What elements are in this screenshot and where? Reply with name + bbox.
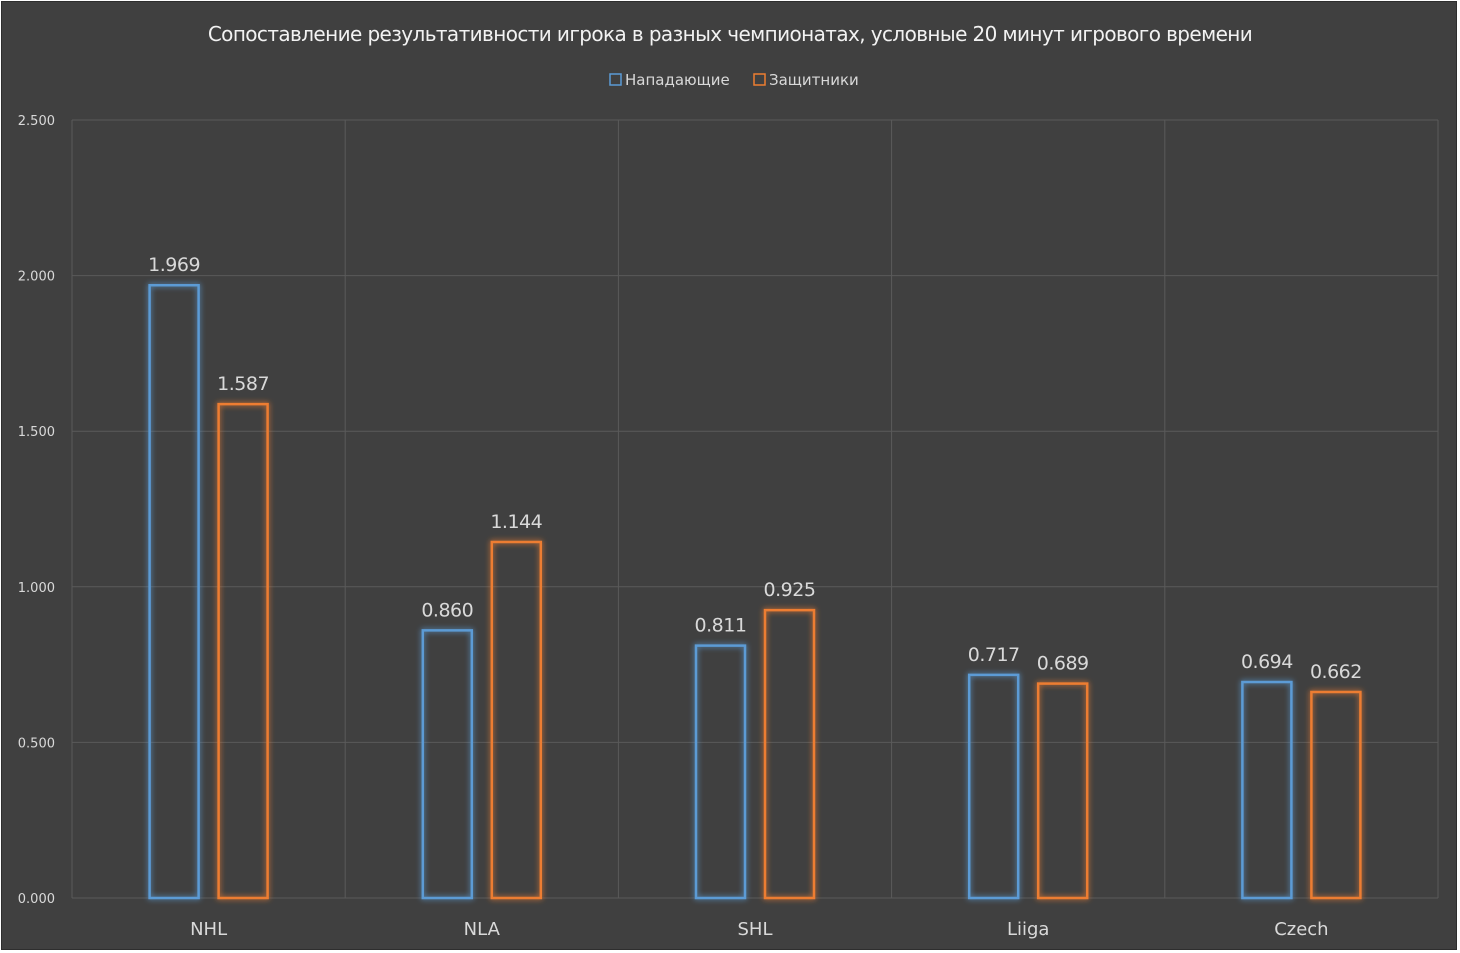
data-labels-layer: 1.969 1.587 0.860 1.144 0.811 0.925 0.717 0.689… bbox=[148, 254, 1362, 683]
bar-liiga-series-1 bbox=[1036, 682, 1089, 900]
x-tick-label-liiga: Liiga bbox=[1007, 919, 1050, 940]
data-label-czech-series-1: 0.662 bbox=[1310, 661, 1362, 683]
y-tick-label: 1.500 bbox=[18, 425, 55, 440]
legend-label-forwards: Нападающие bbox=[625, 71, 730, 89]
bar-nla-series-0 bbox=[421, 629, 474, 900]
bar-czech-series-1 bbox=[1310, 690, 1362, 900]
data-label-czech-series-0: 0.694 bbox=[1241, 651, 1293, 673]
y-tick-label: 2.500 bbox=[18, 114, 55, 129]
x-axis-ticks: NHL NLA SHL Liiga Czech bbox=[190, 919, 1329, 940]
bar-liiga-series-0 bbox=[967, 673, 1020, 900]
bar-nhl-series-0 bbox=[148, 283, 200, 900]
legend-label-defensemen: Защитники bbox=[769, 71, 859, 89]
chart-legend: Нападающие Защитники bbox=[609, 71, 859, 89]
bar-nhl-series-1 bbox=[217, 402, 269, 900]
data-label-nla-series-1: 1.144 bbox=[490, 511, 542, 533]
bars-layer bbox=[148, 283, 1362, 900]
bar-czech-series-0 bbox=[1241, 680, 1293, 900]
x-tick-label-nla: NLA bbox=[464, 919, 501, 940]
bar-shl-series-1 bbox=[763, 608, 816, 900]
legend-swatch-defensemen bbox=[753, 73, 766, 86]
data-label-nhl-series-0: 1.969 bbox=[148, 254, 200, 276]
x-tick-label-czech: Czech bbox=[1274, 919, 1328, 940]
data-label-liiga-series-1: 0.689 bbox=[1037, 653, 1089, 675]
bar-shl-series-0 bbox=[694, 644, 747, 900]
data-label-nla-series-0: 0.860 bbox=[421, 599, 473, 621]
grid-layer bbox=[71, 119, 1439, 899]
data-label-nhl-series-1: 1.587 bbox=[217, 373, 269, 395]
x-tick-label-shl: SHL bbox=[738, 919, 773, 940]
bar-nla-series-1 bbox=[490, 540, 543, 900]
y-tick-label: 1.000 bbox=[18, 581, 55, 596]
data-label-liiga-series-0: 0.717 bbox=[968, 644, 1020, 666]
y-tick-label: 0.500 bbox=[18, 736, 55, 751]
data-label-shl-series-0: 0.811 bbox=[695, 615, 747, 637]
x-tick-label-nhl: NHL bbox=[190, 919, 227, 940]
data-label-shl-series-1: 0.925 bbox=[764, 579, 816, 601]
chart-title: Сопоставление результативности игрока в … bbox=[208, 22, 1252, 46]
y-tick-label: 0.000 bbox=[18, 892, 55, 907]
legend-swatch-forwards bbox=[609, 73, 622, 86]
y-tick-label: 2.000 bbox=[18, 270, 55, 285]
y-axis-ticks: 0.000 0.500 1.000 1.500 2.000 2.500 bbox=[18, 114, 55, 907]
